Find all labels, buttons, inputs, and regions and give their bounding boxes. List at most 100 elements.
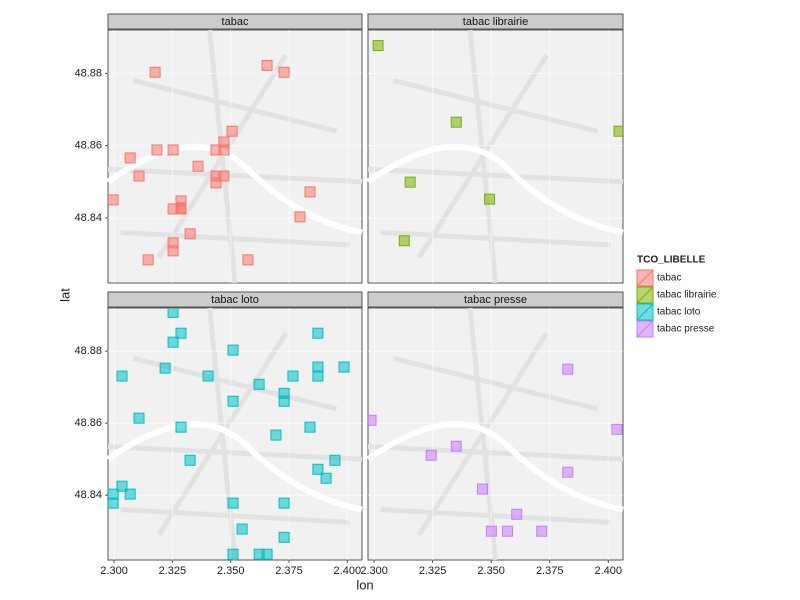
y-tick-label: 48.84 [74,212,102,224]
point [485,525,497,537]
point [175,203,187,215]
point [175,421,187,433]
panel-points [108,59,316,266]
point [278,531,290,543]
map-street [120,507,350,525]
y-tick-label: 48.86 [74,140,102,152]
legend-key-slash [636,320,654,338]
x-axis-title: lon [356,577,373,592]
point [116,370,128,382]
facet-strip-label: tabac [222,16,249,28]
y-tick-label: 48.88 [74,345,102,357]
panel-points [372,40,623,247]
point [167,144,179,156]
point [304,421,316,433]
legend-key-slash [636,286,654,304]
y-axis-title: lat [57,288,72,302]
panel-points [368,363,623,537]
point [227,497,239,509]
legend-label: tabac [657,273,681,284]
x-tick-label: 2.350 [217,565,245,577]
point [484,193,496,205]
point [133,170,145,182]
x-tick-label: 2.325 [159,565,187,577]
facet-strip [107,291,363,308]
point [329,454,341,466]
point [253,378,265,390]
point [278,395,290,407]
point [236,523,248,535]
point [151,144,163,156]
facet-strip-label: tabac presse [464,294,527,306]
x-tick-label: 2.400 [594,565,622,577]
legend-key-slash [636,303,654,321]
point [192,160,204,172]
x-tick-label: 2.300 [100,565,128,577]
point [425,449,437,461]
point [159,362,171,374]
map-river [366,421,624,513]
point [167,308,179,318]
point [562,466,574,478]
point [287,370,299,382]
x-tick-label: 2.325 [419,565,447,577]
point [116,480,128,492]
y-tick-label: 48.86 [74,417,102,429]
point [312,370,324,382]
map-street [392,78,599,134]
map-street [120,229,350,248]
facet-strip [367,13,624,30]
map-street [392,355,599,412]
point [562,363,574,375]
legend-label: tabac librairie [657,290,717,301]
point [278,66,290,78]
map-street [132,78,338,134]
map-street [380,507,611,525]
point [398,235,410,247]
y-tick-label: 48.88 [74,67,102,79]
point [167,245,179,257]
point [227,344,239,356]
map-street [367,444,624,462]
point [227,548,239,560]
point [270,429,282,441]
point [294,211,306,223]
point [124,488,136,500]
map-river [366,143,624,236]
point [210,177,222,189]
map-street [107,444,363,462]
point [450,116,462,128]
facet-strip [367,291,624,308]
point [226,125,238,137]
point [511,508,523,520]
x-tick-label: 2.350 [477,565,505,577]
legend-label: tabac presse [657,324,715,335]
map-street [380,229,611,248]
point [611,423,623,435]
x-tick-label: 2.300 [360,565,388,577]
facet-strip-label: tabac loto [211,294,259,306]
point [320,472,332,484]
point [404,176,416,188]
facet-strip [107,13,363,30]
point [108,194,119,206]
point [210,144,222,156]
panel-points [108,308,350,560]
point [261,59,273,71]
point [184,228,196,240]
point [304,186,316,198]
point [124,152,136,164]
point [202,370,214,382]
map-street [367,166,624,185]
point [312,463,324,475]
point [175,327,187,339]
point [278,497,290,509]
map-river [106,421,363,513]
point [536,525,548,537]
y-tick-label: 48.84 [74,489,102,501]
point [149,66,161,78]
point [227,395,239,407]
point [613,125,623,137]
point [242,254,254,266]
